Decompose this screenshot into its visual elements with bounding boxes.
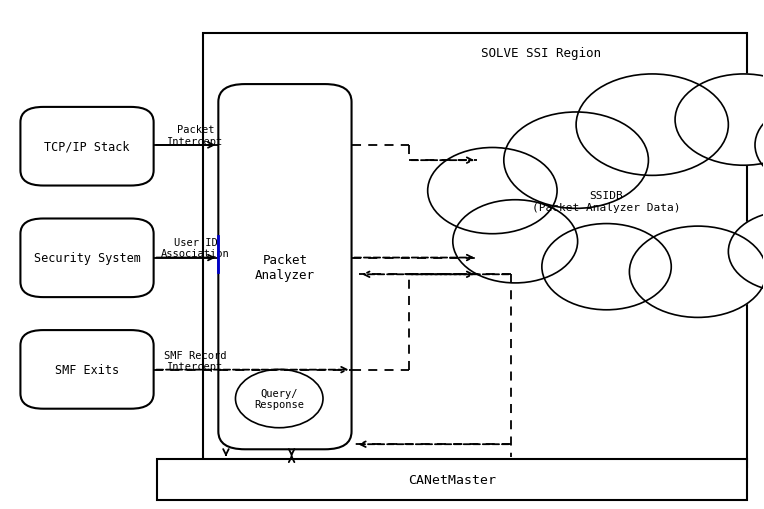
Text: User ID
Association: User ID Association bbox=[161, 237, 230, 259]
FancyBboxPatch shape bbox=[21, 219, 154, 298]
Text: SMF Record
Intercept: SMF Record Intercept bbox=[164, 350, 227, 372]
Text: SOLVE SSI Region: SOLVE SSI Region bbox=[481, 47, 601, 60]
FancyBboxPatch shape bbox=[21, 108, 154, 186]
Bar bbox=[203, 34, 747, 467]
Circle shape bbox=[675, 75, 764, 166]
Circle shape bbox=[630, 227, 764, 318]
Circle shape bbox=[428, 148, 557, 234]
Circle shape bbox=[576, 75, 728, 176]
Circle shape bbox=[728, 211, 764, 293]
Text: Query/
Response: Query/ Response bbox=[254, 388, 304, 410]
FancyBboxPatch shape bbox=[21, 330, 154, 409]
Text: SSIDB
(Packet Analyzer Data): SSIDB (Packet Analyzer Data) bbox=[533, 190, 681, 212]
Text: SMF Exits: SMF Exits bbox=[55, 363, 119, 376]
Bar bbox=[157, 460, 747, 500]
Circle shape bbox=[542, 224, 672, 310]
Text: Packet
Intercept: Packet Intercept bbox=[167, 125, 224, 146]
FancyBboxPatch shape bbox=[219, 85, 351, 449]
Text: TCP/IP Stack: TCP/IP Stack bbox=[44, 140, 130, 153]
Circle shape bbox=[755, 103, 764, 189]
Text: Packet
Analyzer: Packet Analyzer bbox=[255, 253, 315, 281]
Circle shape bbox=[503, 113, 649, 209]
Text: Security System: Security System bbox=[34, 252, 141, 265]
Circle shape bbox=[453, 201, 578, 284]
Text: CANetMaster: CANetMaster bbox=[409, 473, 497, 486]
Ellipse shape bbox=[235, 370, 323, 428]
